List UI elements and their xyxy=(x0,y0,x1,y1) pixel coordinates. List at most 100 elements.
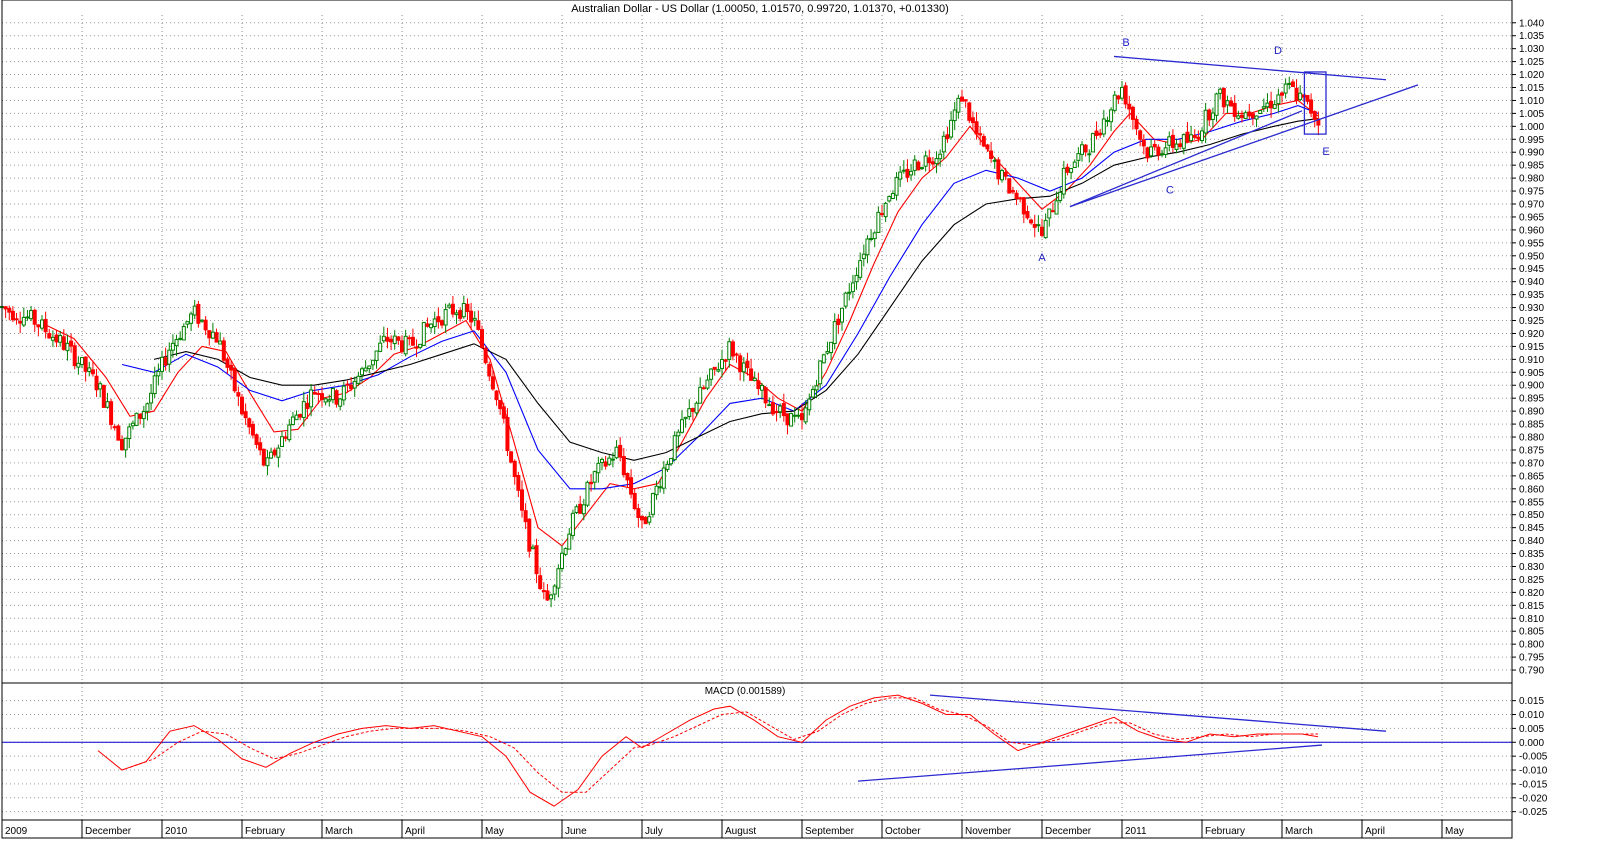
candle-body xyxy=(1196,136,1201,140)
x-tick-label: December xyxy=(85,826,132,837)
y-tick-label: 0.835 xyxy=(1519,549,1544,560)
candle-body xyxy=(181,326,186,341)
macd-y-tick-label: -0.015 xyxy=(1519,779,1548,790)
candle-body xyxy=(603,461,608,467)
candle-body xyxy=(1156,146,1161,156)
wave-label: D xyxy=(1274,45,1282,57)
candle-body xyxy=(200,319,204,322)
y-tick-label: 0.905 xyxy=(1519,368,1544,379)
candle-body xyxy=(836,318,841,326)
candle-body xyxy=(3,306,8,310)
candle-body xyxy=(698,386,703,404)
y-tick-label: 0.825 xyxy=(1519,575,1544,586)
candle-body xyxy=(349,384,354,390)
candle-body xyxy=(887,196,892,202)
candle-body xyxy=(109,401,114,425)
wave-label: A xyxy=(1038,252,1046,264)
candle-body xyxy=(560,552,564,569)
candle-body xyxy=(1298,92,1303,101)
candle-body xyxy=(90,369,95,375)
y-tick-label: 0.830 xyxy=(1519,562,1544,573)
x-tick-label: July xyxy=(645,826,663,837)
candle-body xyxy=(1098,132,1103,136)
y-tick-label: 0.915 xyxy=(1519,342,1544,353)
candle-body xyxy=(392,335,397,345)
candle-body xyxy=(792,414,797,417)
candle-body xyxy=(1181,134,1186,149)
candle-body xyxy=(189,313,194,324)
candle-body xyxy=(1258,110,1263,115)
candle-body xyxy=(850,282,855,293)
y-tick-label: 0.885 xyxy=(1519,420,1544,431)
x-tick-label: April xyxy=(405,826,425,837)
candle-body xyxy=(40,319,44,329)
candle-body xyxy=(509,451,514,463)
candle-body xyxy=(1000,170,1004,181)
candle-body xyxy=(883,202,888,218)
y-tick-label: 0.955 xyxy=(1519,238,1544,249)
candle-body xyxy=(1221,88,1226,108)
candle-body xyxy=(541,590,546,593)
candle-body xyxy=(727,341,732,360)
candle-body xyxy=(407,337,412,340)
candle-body xyxy=(476,320,481,330)
candle-body xyxy=(232,368,237,392)
candle-body xyxy=(163,357,168,366)
x-tick-label: March xyxy=(325,826,353,837)
x-tick-label: August xyxy=(725,826,756,837)
candle-body xyxy=(556,568,561,589)
candle-body xyxy=(1003,171,1008,177)
candle-body xyxy=(672,435,677,461)
candle-body xyxy=(909,170,914,176)
candle-body xyxy=(65,342,70,352)
candle-body xyxy=(654,485,659,496)
candle-body xyxy=(1010,190,1015,193)
candle-body xyxy=(720,359,724,369)
candle-body xyxy=(112,426,117,429)
candle-body xyxy=(374,350,379,362)
candle-body xyxy=(94,375,99,391)
candle-body xyxy=(607,457,612,465)
candle-body xyxy=(1032,223,1037,228)
candle-body xyxy=(10,310,15,321)
candle-body xyxy=(305,402,310,410)
x-tick-label: October xyxy=(885,826,921,837)
candle-body xyxy=(512,460,517,478)
candle-body xyxy=(1174,143,1179,150)
plot-frame xyxy=(1,0,1513,839)
candle-body xyxy=(483,347,488,364)
y-tick-label: 0.925 xyxy=(1519,316,1544,327)
candle-body xyxy=(1203,109,1208,134)
candle-body xyxy=(1309,99,1314,114)
candle-body xyxy=(298,414,303,418)
candle-body xyxy=(1218,88,1223,94)
candle-body xyxy=(669,457,674,465)
candle-body xyxy=(1316,118,1321,126)
candle-body xyxy=(47,333,52,339)
candle-body xyxy=(261,448,266,466)
chart-title: Australian Dollar - US Dollar (1.00050, … xyxy=(571,3,949,15)
candle-body xyxy=(1080,144,1084,155)
candle-body xyxy=(323,398,328,403)
macd-trendline xyxy=(929,694,1387,732)
candle-body xyxy=(1312,111,1317,120)
candle-body xyxy=(861,253,866,260)
candle-body xyxy=(18,320,23,324)
candle-body xyxy=(1160,153,1164,156)
candle-body xyxy=(1123,85,1128,105)
candle-body xyxy=(880,213,884,216)
candle-body xyxy=(1105,119,1110,122)
candle-body xyxy=(1280,92,1284,96)
candle-body xyxy=(1112,94,1117,111)
candle-body xyxy=(221,340,226,361)
candle-body xyxy=(178,337,183,340)
candle-body xyxy=(432,318,437,328)
y-tick-label: 0.920 xyxy=(1519,329,1544,340)
y-tick-label: 0.800 xyxy=(1519,640,1544,651)
macd-y-tick-label: -0.020 xyxy=(1519,793,1548,804)
candle-body xyxy=(781,403,786,417)
candle-body xyxy=(916,161,921,171)
candle-body xyxy=(523,510,528,523)
candle-body xyxy=(501,406,506,419)
candle-body xyxy=(676,431,681,437)
